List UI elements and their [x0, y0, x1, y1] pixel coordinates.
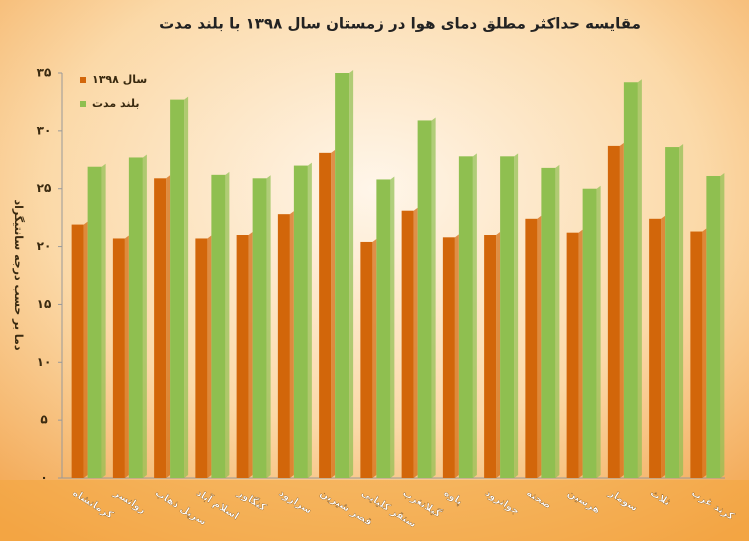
- bar-side: [472, 153, 477, 479]
- bar: [665, 147, 680, 479]
- legend-label: بلند مدت: [92, 97, 140, 110]
- bar-side: [390, 176, 395, 478]
- bar: [170, 99, 185, 478]
- bar-side: [596, 185, 601, 478]
- bar: [319, 152, 332, 479]
- bar: [458, 156, 473, 479]
- bar-side: [431, 117, 436, 478]
- bar-side: [413, 207, 418, 478]
- legend-label: سال ۱۳۹۸: [92, 73, 147, 86]
- bar: [566, 232, 579, 478]
- bar: [623, 82, 638, 478]
- bar-side: [307, 162, 312, 479]
- bar: [335, 73, 350, 478]
- bar: [442, 237, 455, 478]
- y-tick-label: ۲۵: [37, 181, 52, 195]
- bar-side: [248, 232, 253, 478]
- bar-side: [619, 142, 624, 478]
- bar: [112, 238, 125, 478]
- bar: [236, 235, 249, 478]
- floor: [0, 480, 749, 541]
- bar: [417, 120, 432, 478]
- bar: [582, 188, 597, 478]
- bar-side: [225, 171, 230, 479]
- y-tick-label: ۱۵: [37, 297, 52, 311]
- bar-side: [207, 235, 212, 478]
- bar-side: [184, 96, 189, 478]
- bar-side: [372, 238, 377, 478]
- bar-side: [142, 154, 147, 478]
- bar-side: [166, 175, 171, 479]
- bar: [690, 231, 703, 478]
- bar: [607, 145, 620, 478]
- bar-side: [289, 211, 294, 478]
- legend-swatch: [80, 77, 86, 83]
- chart-title: مقایسه حداکثر مطلق دمای هوا در زمستان سا…: [159, 15, 641, 33]
- bar: [649, 218, 662, 479]
- bar: [484, 235, 497, 478]
- bar-side: [578, 229, 583, 478]
- bar-side: [454, 234, 459, 478]
- bar: [360, 241, 373, 478]
- bar: [277, 214, 290, 478]
- bar-side: [349, 70, 354, 478]
- bar-side: [124, 235, 129, 478]
- bar-side: [679, 144, 684, 479]
- bar-side: [83, 221, 88, 479]
- y-tick-label: ۳۵: [37, 66, 52, 80]
- y-tick-label: ۳۰: [37, 123, 52, 137]
- bar-side: [720, 172, 725, 478]
- bar-side: [101, 163, 106, 478]
- bar: [376, 179, 391, 478]
- bar: [195, 238, 208, 478]
- bar: [293, 165, 308, 479]
- y-axis-label: دما بر حسب درجه سانتیگراد: [12, 200, 25, 351]
- bar-side: [514, 153, 519, 479]
- bar-side: [637, 79, 642, 478]
- bar: [541, 167, 556, 478]
- legend-swatch: [80, 101, 86, 107]
- y-tick-label: ۵: [40, 413, 47, 427]
- bar: [706, 175, 721, 478]
- bar-side: [661, 215, 666, 479]
- bar-side: [537, 215, 542, 479]
- bar-side: [555, 164, 560, 478]
- bar: [525, 218, 538, 479]
- y-tick-label: ۱۰: [37, 355, 52, 369]
- bar-side: [331, 149, 336, 479]
- bar: [128, 157, 143, 478]
- y-tick-label: ۰: [40, 471, 47, 485]
- bar: [71, 224, 84, 478]
- y-tick-label: ۲۰: [37, 239, 52, 253]
- bar: [252, 178, 267, 479]
- bar: [87, 166, 102, 478]
- bar: [211, 174, 226, 479]
- bar-side: [266, 175, 271, 479]
- bar: [401, 210, 414, 478]
- bar-side: [496, 232, 501, 478]
- bar: [154, 178, 167, 479]
- bar: [500, 156, 515, 479]
- bar-side: [702, 228, 707, 478]
